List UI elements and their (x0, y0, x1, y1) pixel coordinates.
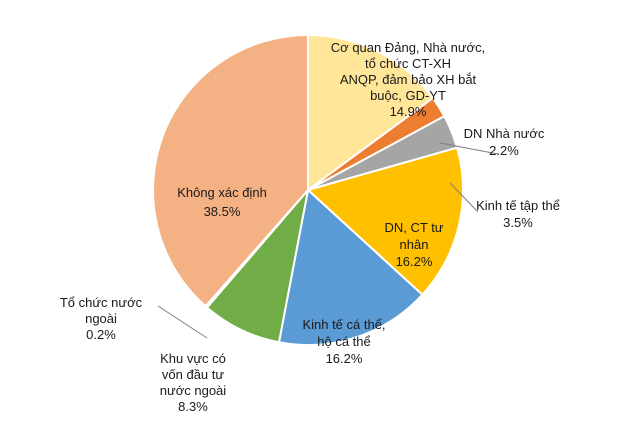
data-label-4: Kinh tế cá thể, hộ cá thể 16.2% (302, 317, 385, 366)
slice-value-label: 2.2% (489, 143, 519, 158)
slice-value-label: 14.9% (390, 104, 427, 119)
slice-value-label: 0.2% (86, 327, 116, 342)
data-label-7: Không xác định 38.5% (177, 185, 267, 219)
slice-category-label: ngoài (85, 311, 117, 326)
slice-category-label: nước ngoài (160, 383, 226, 398)
slice-value-label: 3.5% (503, 215, 533, 230)
slice-category-label: buộc, GD-YT (370, 88, 446, 103)
data-label-1: DN Nhà nước 2.2% (464, 126, 545, 158)
slice-value-label: 38.5% (204, 204, 241, 219)
pie-slice-3 (306, 146, 464, 297)
slice-category-label: Không xác định (177, 185, 267, 200)
slice-value-label: 8.3% (178, 399, 208, 414)
leader-line-6 (157, 305, 208, 339)
slice-category-label: tổ chức CT-XH (365, 56, 451, 71)
slice-category-label: DN, CT tư (384, 220, 443, 235)
slice-category-label: Khu vực có (160, 351, 226, 366)
slice-category-label: ANQP, đảm bảo XH bắt (340, 72, 477, 87)
data-label-2: Kinh tế tập thể 3.5% (476, 198, 560, 230)
slice-category-label: DN Nhà nước (464, 126, 545, 141)
pie-slice-0 (307, 33, 435, 192)
slice-value-label: 16.2% (326, 351, 363, 366)
slice-category-label: nhân (400, 237, 429, 252)
data-label-0: Cơ quan Đảng, Nhà nước,tổ chức CT-XHANQP… (331, 40, 485, 119)
slice-value-label: 16.2% (396, 254, 433, 269)
pie-slice-4 (277, 188, 424, 346)
leader-line-1 (439, 142, 499, 155)
slice-category-label: Cơ quan Đảng, Nhà nước, (331, 40, 485, 55)
data-label-3: DN, CT tư nhân 16.2% (384, 220, 443, 269)
leader-line-2 (449, 182, 479, 213)
slice-category-label: Tổ chức nước (60, 295, 143, 310)
slice-category-label: Kinh tế cá thể, (302, 317, 385, 332)
pie-slice-7 (152, 33, 309, 308)
slice-category-label: vốn đầu tư (162, 367, 224, 382)
slice-category-label: hộ cá thể (317, 334, 371, 349)
slice-category-label: Kinh tế tập thể (476, 198, 560, 213)
